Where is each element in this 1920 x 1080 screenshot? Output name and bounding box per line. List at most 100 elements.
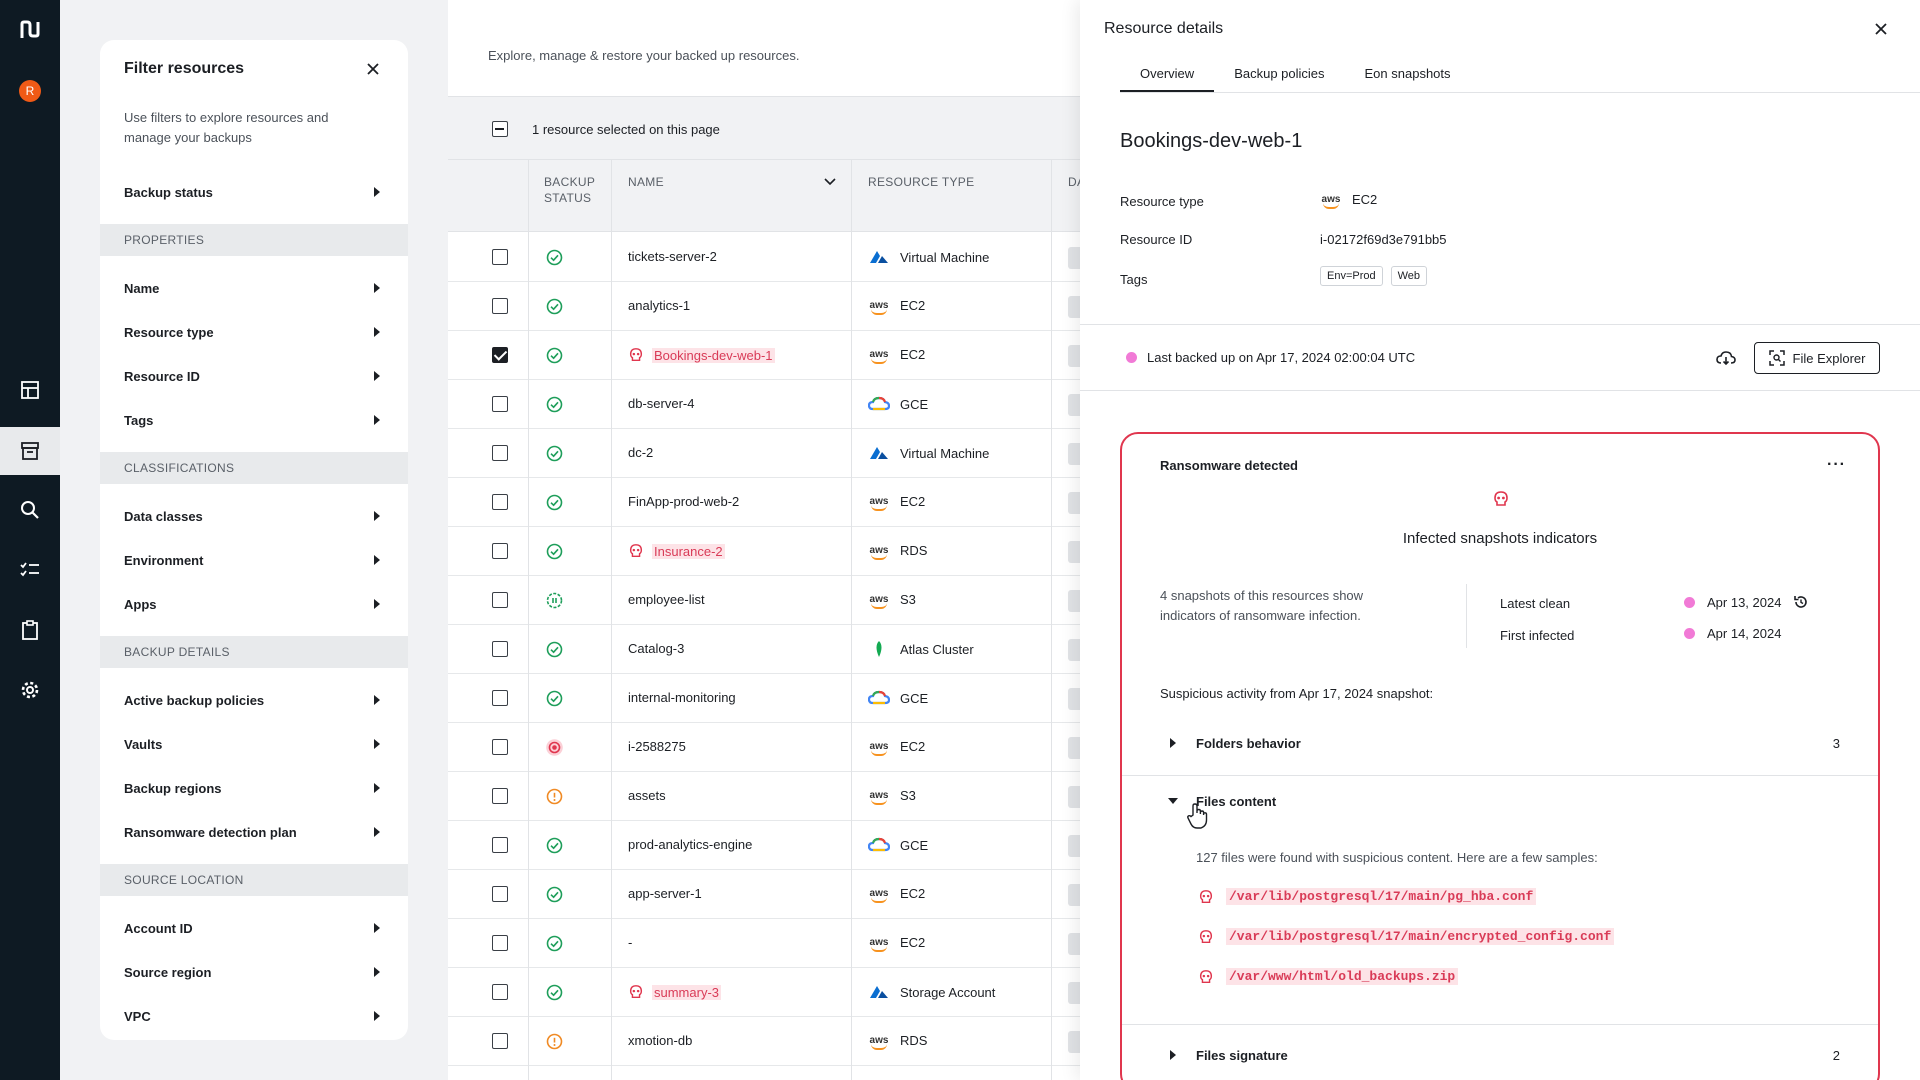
table-row[interactable]: - aws EC2 bbox=[448, 919, 1080, 968]
file-explorer-button[interactable]: File Explorer bbox=[1754, 342, 1880, 374]
resource-name[interactable]: i-2588275 bbox=[628, 739, 686, 754]
resource-name[interactable]: Insurance-2 bbox=[628, 543, 725, 559]
tab-eon-snapshots[interactable]: Eon snapshots bbox=[1364, 66, 1451, 81]
resource-name[interactable]: Bookings-dev-web-1 bbox=[628, 347, 775, 363]
table-row[interactable]: assets aws S3 bbox=[448, 772, 1080, 821]
filter-data-classes[interactable]: Data classes bbox=[124, 504, 380, 528]
resource-name-heading: Bookings-dev-web-1 bbox=[1120, 130, 1303, 152]
aws-icon: aws bbox=[869, 544, 889, 560]
accordion-files-signature[interactable]: Files signature 2 bbox=[1122, 1028, 1878, 1080]
avatar[interactable]: R bbox=[19, 80, 41, 102]
row-checkbox[interactable] bbox=[492, 347, 508, 363]
resource-name[interactable]: analytics-1 bbox=[628, 298, 690, 313]
table-row[interactable]: internal-monitoring GCE bbox=[448, 674, 1080, 723]
resource-name[interactable]: internal-monitoring bbox=[628, 690, 736, 705]
resource-name[interactable]: xmotion-db bbox=[628, 1033, 692, 1048]
select-all-checkbox[interactable] bbox=[492, 121, 508, 137]
resource-name[interactable]: Catalog-3 bbox=[628, 641, 684, 656]
close-icon[interactable] bbox=[1874, 22, 1888, 36]
resource-name[interactable]: summary-3 bbox=[628, 984, 722, 1000]
table-row[interactable]: employee-list aws S3 bbox=[448, 576, 1080, 625]
filter-tags[interactable]: Tags bbox=[124, 408, 380, 432]
row-checkbox[interactable] bbox=[492, 788, 508, 804]
table-row[interactable]: Bookings-dev-web-1 aws EC2 bbox=[448, 331, 1080, 380]
table-row[interactable]: Insurance-2 aws RDS bbox=[448, 527, 1080, 576]
resource-name[interactable]: db-server-4 bbox=[628, 396, 694, 411]
row-checkbox[interactable] bbox=[492, 494, 508, 510]
row-checkbox[interactable] bbox=[492, 1033, 508, 1049]
filter-ransomware-plan[interactable]: Ransomware detection plan bbox=[124, 820, 380, 844]
row-checkbox[interactable] bbox=[492, 543, 508, 559]
search-icon[interactable] bbox=[19, 499, 41, 521]
col-label: STATUS bbox=[544, 191, 592, 205]
archive-icon[interactable] bbox=[0, 427, 60, 475]
suspicious-file[interactable]: /var/lib/postgresql/17/main/encrypted_co… bbox=[1198, 928, 1615, 945]
table-row[interactable]: app-server-1 aws EC2 bbox=[448, 870, 1080, 919]
restore-icon[interactable] bbox=[1793, 594, 1809, 610]
filter-vaults[interactable]: Vaults bbox=[124, 732, 380, 756]
row-checkbox[interactable] bbox=[492, 641, 508, 657]
table-row[interactable]: xmotion-db aws RDS bbox=[448, 1017, 1080, 1066]
row-checkbox[interactable] bbox=[492, 984, 508, 1000]
row-checkbox[interactable] bbox=[492, 445, 508, 461]
suspicious-file[interactable]: /var/lib/postgresql/17/main/pg_hba.conf bbox=[1198, 888, 1537, 905]
filter-name[interactable]: Name bbox=[124, 276, 380, 300]
filter-resource-type[interactable]: Resource type bbox=[124, 320, 380, 344]
col-name[interactable]: NAME bbox=[628, 175, 664, 189]
row-checkbox[interactable] bbox=[492, 298, 508, 314]
resource-name[interactable]: assets bbox=[628, 788, 666, 803]
tag-chip[interactable]: Web bbox=[1390, 266, 1428, 286]
row-checkbox[interactable] bbox=[492, 739, 508, 755]
accordion-files-content[interactable]: Files content bbox=[1122, 774, 1878, 830]
resource-name[interactable]: employee-list bbox=[628, 592, 705, 607]
table-row[interactable]: summary-3 Storage Account bbox=[448, 968, 1080, 1017]
filter-backup-status[interactable]: Backup status bbox=[124, 180, 380, 204]
app-logo[interactable] bbox=[19, 20, 41, 40]
filter-active-backup-policies[interactable]: Active backup policies bbox=[124, 688, 380, 712]
resource-name[interactable]: app-server-1 bbox=[628, 886, 702, 901]
resource-name[interactable]: FinApp-prod-web-2 bbox=[628, 494, 739, 509]
suspicious-file[interactable]: /var/www/html/old_backups.zip bbox=[1198, 968, 1459, 985]
tab-overview[interactable]: Overview bbox=[1120, 58, 1215, 92]
filter-source-region[interactable]: Source region bbox=[124, 960, 380, 984]
row-checkbox[interactable] bbox=[492, 886, 508, 902]
table-row[interactable]: dc-2 Virtual Machine bbox=[448, 429, 1080, 478]
dashboard-icon[interactable] bbox=[19, 379, 41, 401]
row-checkbox[interactable] bbox=[492, 690, 508, 706]
resource-name[interactable]: tickets-server-2 bbox=[628, 249, 717, 264]
filter-environment[interactable]: Environment bbox=[124, 548, 380, 572]
resource-name[interactable]: - bbox=[628, 935, 632, 950]
col-resource-type[interactable]: RESOURCE TYPE bbox=[868, 175, 975, 189]
filter-resource-id[interactable]: Resource ID bbox=[124, 364, 380, 388]
col-backup-status[interactable]: BACKUP STATUS bbox=[544, 174, 595, 206]
checklist-icon[interactable] bbox=[19, 559, 41, 581]
clipboard-icon[interactable] bbox=[19, 619, 41, 641]
table-row[interactable]: db-server-4 GCE bbox=[448, 380, 1080, 429]
table-row[interactable]: FinApp-prod-web-2 aws EC2 bbox=[448, 478, 1080, 527]
more-options-icon[interactable]: ··· bbox=[1827, 456, 1846, 473]
accordion-folders-behavior[interactable]: Folders behavior 3 bbox=[1122, 716, 1878, 772]
table-row[interactable]: tickets-server-2 Virtual Machine bbox=[448, 233, 1080, 282]
row-checkbox[interactable] bbox=[492, 249, 508, 265]
row-checkbox[interactable] bbox=[492, 935, 508, 951]
filter-vpc[interactable]: VPC bbox=[124, 1004, 380, 1028]
table-row[interactable]: Catalog-3 Atlas Cluster bbox=[448, 625, 1080, 674]
resource-type-text: EC2 bbox=[1352, 192, 1378, 207]
filter-account-id[interactable]: Account ID bbox=[124, 916, 380, 940]
filter-backup-regions[interactable]: Backup regions bbox=[124, 776, 380, 800]
chevron-down-icon[interactable] bbox=[824, 178, 836, 186]
row-checkbox[interactable] bbox=[492, 592, 508, 608]
row-checkbox[interactable] bbox=[492, 396, 508, 412]
tab-backup-policies[interactable]: Backup policies bbox=[1234, 66, 1325, 81]
settings-icon[interactable] bbox=[19, 679, 41, 701]
filter-apps[interactable]: Apps bbox=[124, 592, 380, 616]
cloud-download-icon[interactable] bbox=[1716, 350, 1736, 366]
table-row[interactable]: prod-analytics-engine GCE bbox=[448, 821, 1080, 870]
resource-name[interactable]: dc-2 bbox=[628, 445, 653, 460]
row-checkbox[interactable] bbox=[492, 837, 508, 853]
table-row[interactable]: i-2588275 aws EC2 bbox=[448, 723, 1080, 772]
close-icon[interactable] bbox=[366, 62, 380, 76]
tag-chip[interactable]: Env=Prod bbox=[1320, 266, 1383, 286]
table-row[interactable]: analytics-1 aws EC2 bbox=[448, 282, 1080, 331]
resource-name[interactable]: prod-analytics-engine bbox=[628, 837, 752, 852]
